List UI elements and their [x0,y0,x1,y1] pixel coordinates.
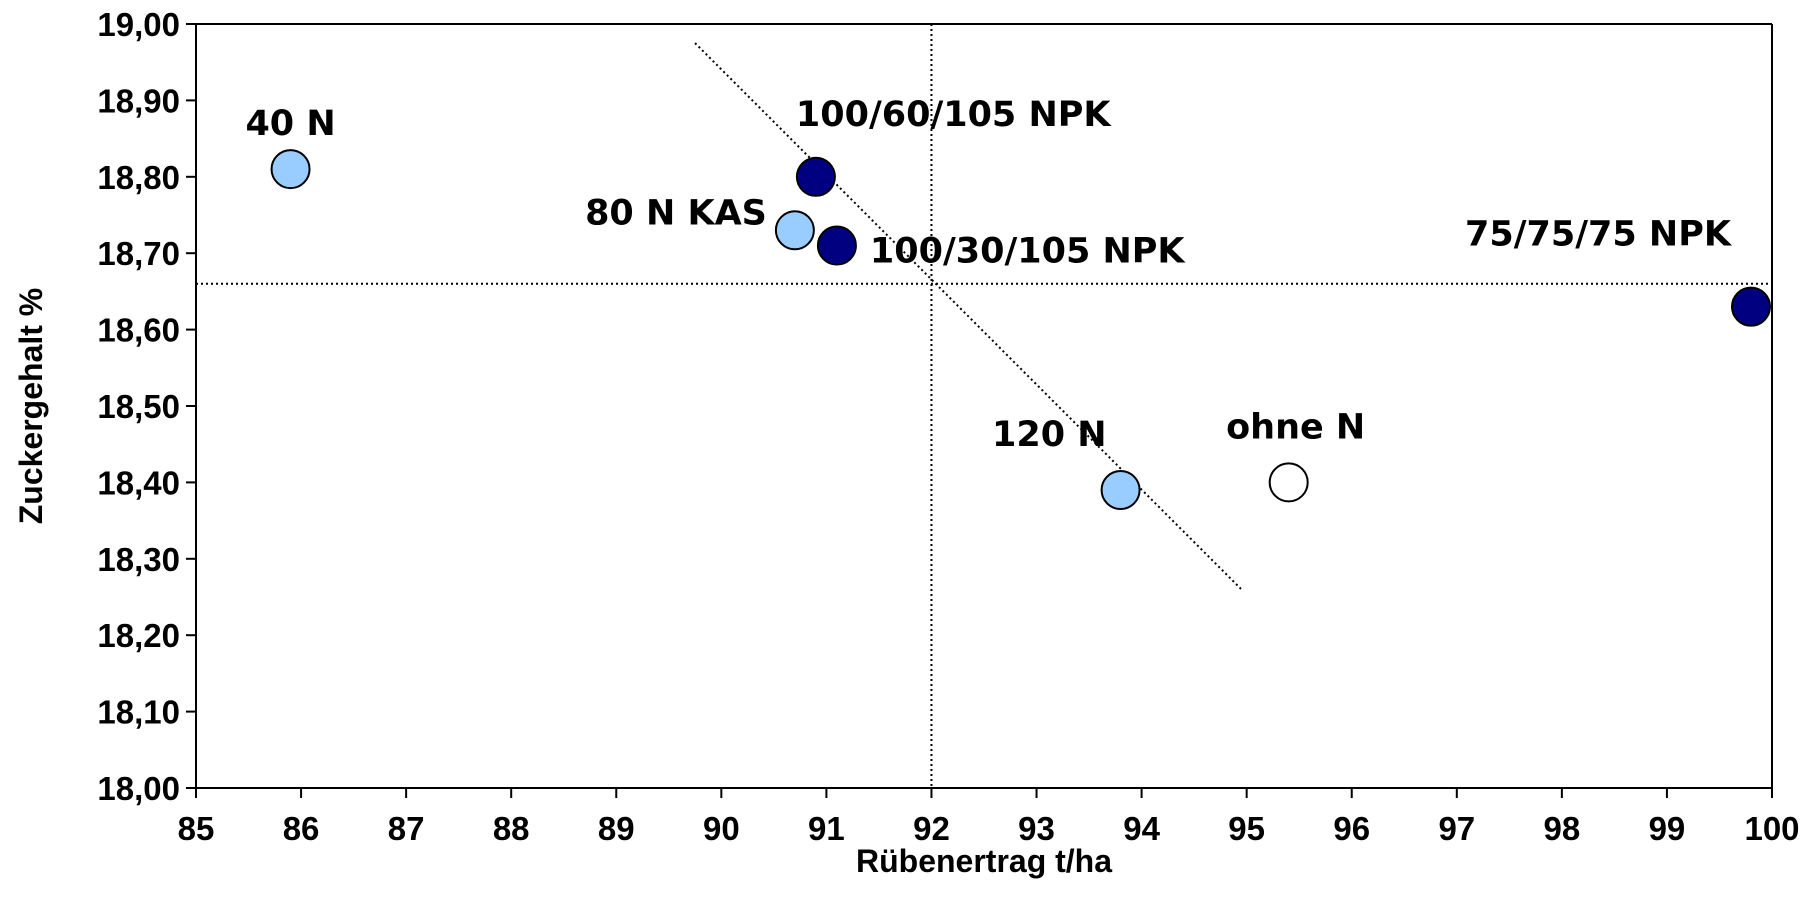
x-tick-label: 92 [913,810,950,847]
point-labels: 40 N 80 N KAS 120 N 100/60/105 NPK 100/30/10… [245,95,1732,455]
x-axis-title: Rübenertrag t/ha [856,843,1112,879]
x-tick-label: 96 [1333,810,1370,847]
x-axis-ticks: 85 86 87 88 89 90 91 92 93 94 95 96 97 98 99 100 [178,788,1800,847]
y-tick-label: 19,00 [97,6,180,43]
plot-area [195,23,1773,789]
y-tick-label: 18,80 [97,159,180,196]
point-label: ohne N [1226,407,1365,447]
data-point [1730,286,1771,327]
y-tick-label: 18,70 [97,235,180,272]
x-tick-label: 93 [1018,810,1055,847]
x-tick-label: 86 [283,810,320,847]
x-tick-label: 89 [598,810,635,847]
x-tick-label: 91 [808,810,845,847]
reference-lines [196,24,1772,788]
point-label: 120 N [992,415,1107,455]
x-tick-label: 99 [1649,810,1686,847]
y-tick-label: 18,40 [97,464,180,501]
y-tick-label: 18,60 [97,312,180,349]
y-axis-title: Zuckergehalt % [13,288,49,525]
y-tick-label: 18,10 [97,694,180,731]
point-label: 75/75/75 NPK [1465,215,1733,255]
x-tick-label: 95 [1228,810,1265,847]
x-tick-label: 88 [493,810,530,847]
y-tick-label: 18,20 [97,617,180,654]
data-point [816,225,857,266]
data-point [1268,462,1309,503]
x-tick-label: 94 [1123,810,1160,847]
data-point [774,210,815,251]
trend-line-group [694,42,1243,591]
y-axis-ticks: 18,00 18,10 18,20 18,30 18,40 18,50 18,60 18,70… [97,6,196,807]
data-point [795,156,836,197]
point-label: 100/30/105 NPK [870,232,1187,272]
x-tick-label: 97 [1438,810,1475,847]
data-points [270,149,1771,511]
x-tick-label: 90 [703,810,740,847]
trend-line [694,42,1243,591]
x-tick-label: 87 [388,810,425,847]
point-label: 80 N KAS [585,193,767,233]
point-label: 40 N [245,104,335,144]
point-label: 100/60/105 NPK [796,95,1113,135]
x-tick-label: 98 [1544,810,1581,847]
y-tick-label: 18,30 [97,541,180,578]
y-tick-label: 18,50 [97,388,180,425]
x-tick-label: 85 [178,810,215,847]
data-point [270,149,311,190]
y-tick-label: 18,00 [97,770,180,807]
x-tick-label: 100 [1744,810,1799,847]
y-tick-label: 18,90 [97,82,180,119]
data-point [1100,470,1141,511]
